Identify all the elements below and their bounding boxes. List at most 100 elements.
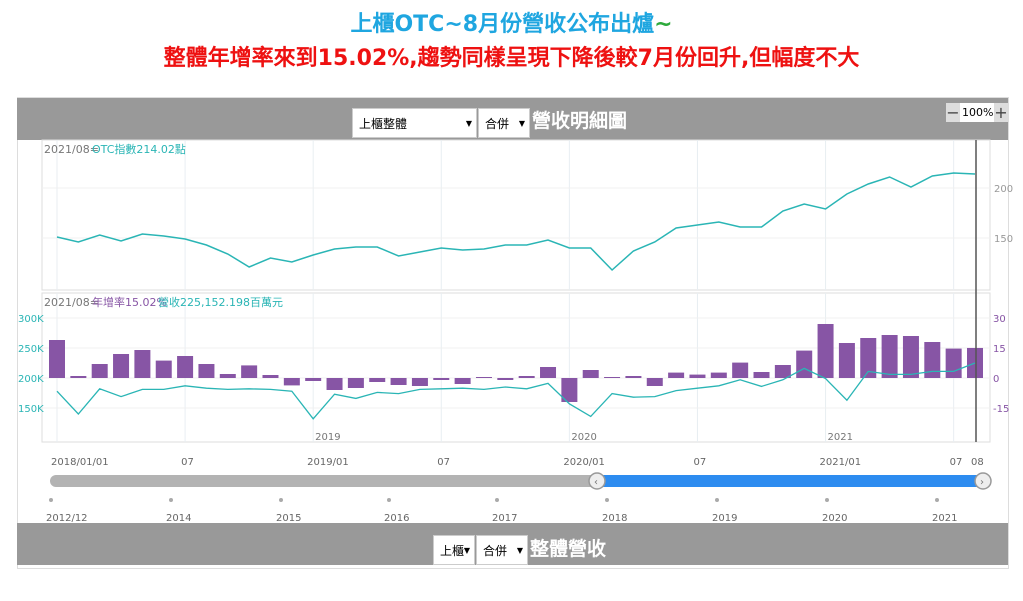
revenue-legend: 營收225,152.198百萬元 [158,295,283,309]
x-tick-label: 07 [950,457,963,468]
yoy-bar [753,372,770,378]
yoy-bar [774,365,791,378]
yoy-bar [604,377,621,378]
slider-year-label: 2019 [712,513,737,524]
chevron-icon: › [980,477,984,488]
yoy-bar [305,378,322,381]
yoy-bar [347,378,364,388]
right-tick-label: 30 [993,314,1006,325]
right-tick-label: 15 [993,344,1006,355]
yoy-bar [967,347,983,378]
yoy-bar [860,338,877,378]
slider-year-label: 2021 [932,513,957,524]
slider-selected-range [598,475,983,487]
x-tick-label: 2021/01 [820,457,862,468]
year-tick [495,498,499,502]
yoy-bar [475,377,492,378]
yoy-bar [411,378,428,386]
year-tick [387,498,391,502]
left-tick-label: 200K [18,374,44,385]
dropdown-arrow-icon: ▼ [516,546,523,555]
yoy-bar [838,343,855,378]
consolidate-select[interactable]: 合併 ▼ [478,108,530,138]
year-tick [715,498,719,502]
yoy-bar [155,360,172,378]
yoy-bar [689,374,706,378]
chart-title: 營收明細圖 [532,110,628,132]
y-tick-label: 200 [994,184,1013,195]
year-tick [935,498,939,502]
otc-legend-value: OTC指數214.02點 [92,142,186,156]
dropdown-arrow-icon: ▼ [518,119,525,128]
yoy-bar [540,367,557,378]
year-tick [49,498,53,502]
footer-market-select[interactable]: 上櫃 ▼ [433,535,475,565]
zoom-value: 100% [960,102,994,122]
yoy-bar [433,378,450,380]
x-tick-label: 2018/01/01 [51,457,109,468]
slider-year-label: 2014 [166,513,191,524]
yoy-bar [710,372,727,378]
zoom-out-button[interactable]: − [946,102,960,122]
otc-panel [41,139,991,291]
yoy-bar [625,376,642,378]
year-tick [825,498,829,502]
consolidate-select-value: 合併 [485,117,510,131]
x-tick-label: 2019/01 [307,457,349,468]
footer-market-value: 上櫃 [440,544,465,558]
footer-consolidate-select[interactable]: 合併 ▼ [476,535,528,565]
right-tick-label: -15 [993,404,1009,415]
x-tick-label: 07 [181,457,194,468]
year-tick [605,498,609,502]
x-tick-label: 07 [693,457,706,468]
zoom-in-button[interactable]: + [994,102,1008,122]
yoy-bar [668,372,685,378]
dropdown-arrow-icon: ▼ [465,119,472,128]
yoy-bar [177,356,194,378]
yoy-bar [283,378,300,386]
yoy-bar [369,378,386,382]
left-tick-label: 300K [18,314,44,325]
yoy-bar [561,378,578,402]
yoy-bar [113,354,130,378]
slider-right-handle[interactable] [974,472,992,490]
otc-legend-date: 2021/08= [44,143,99,156]
yoy-bar [326,378,343,390]
right-tick-label: 0 [993,374,999,385]
chevron-icon: ‹ [594,477,598,488]
year-label: 2019 [315,432,340,443]
yoy-bar [881,335,898,378]
y-tick-label: 150 [994,234,1013,245]
yoy-bar [91,364,108,378]
yoy-bar [497,378,514,380]
slider-year-label: 2012/12 [46,513,88,524]
yoy-legend: 年增率15.02% [92,295,167,309]
market-select[interactable]: 上櫃整體 ▼ [352,108,477,138]
yoy-bar [518,376,535,378]
yoy-bar [902,336,919,378]
year-label: 2021 [828,432,853,443]
zoom-control: − 100% + [946,100,1008,124]
otc-index-line [56,172,976,272]
chart-frame [17,97,1009,569]
year-tick [169,498,173,502]
yoy-bar [817,324,834,378]
yoy-bar [241,365,258,378]
dropdown-arrow-icon: ▼ [463,546,470,555]
headline-main: 上櫃OTC~8月份營收公布出爐 [350,12,655,37]
yoy-bar [219,374,236,378]
footer-consolidate-value: 合併 [483,544,508,558]
yoy-bar [70,376,87,378]
yoy-bar [390,378,407,385]
market-select-value: 上櫃整體 [359,117,408,131]
revenue-legend-date: 2021/08= [44,296,99,309]
yoy-bar [134,350,151,378]
yoy-bar [454,378,471,384]
revenue-line [56,362,976,420]
slider-left-handle[interactable] [588,472,606,490]
subheadline: 整體年增率來到15.02%,趨勢同樣呈現下降後較7月份回升,但幅度不大 [163,46,860,71]
x-tick-label: 2020/01 [563,457,605,468]
left-tick-label: 250K [18,344,44,355]
yoy-bar [262,375,279,378]
